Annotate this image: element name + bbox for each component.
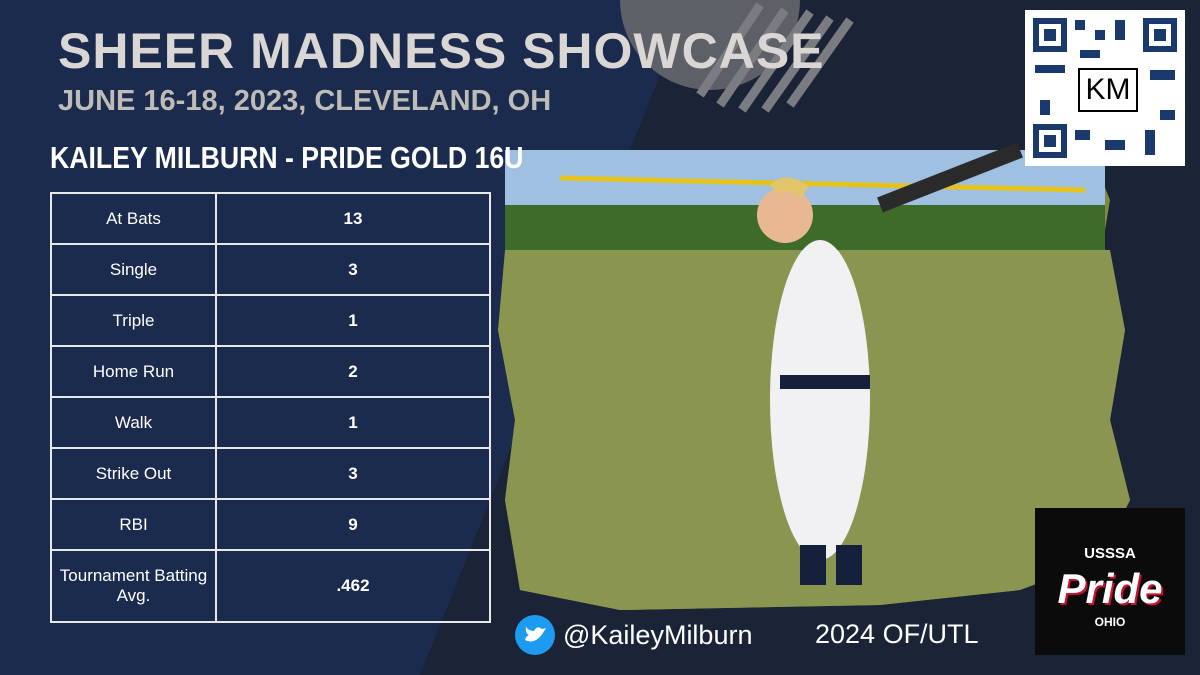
stat-value: 2 — [215, 345, 491, 398]
stat-label: At Bats — [50, 192, 217, 245]
stat-label: Walk — [50, 396, 217, 449]
stat-label: RBI — [50, 498, 217, 551]
stat-row: Single 3 — [50, 243, 491, 296]
stat-label: Single — [50, 243, 217, 296]
stat-value: 3 — [215, 447, 491, 500]
stat-value: 1 — [215, 396, 491, 449]
logo-state: OHIO — [1094, 615, 1126, 629]
position: 2024 OF/UTL — [815, 619, 979, 649]
team-logo — [1035, 508, 1185, 655]
stat-label: Tournament Batting Avg. — [50, 549, 217, 623]
stat-row: RBI 9 — [50, 498, 491, 551]
stat-row: Strike Out 3 — [50, 447, 491, 500]
logo-top: USSSA — [1084, 545, 1136, 562]
stat-label: Triple — [50, 294, 217, 347]
handle: @KaileyMilburn — [563, 619, 753, 650]
player-name: KAILEY MILBURN - PRIDE GOLD 16U — [50, 140, 524, 175]
title: SHEER MADNESS SHOWCASE — [58, 23, 825, 79]
subtitle: JUNE 16-18, 2023, CLEVELAND, OH — [58, 85, 552, 117]
stat-value: 9 — [215, 498, 491, 551]
qr-pattern — [1033, 18, 1177, 158]
stat-value: 3 — [215, 243, 491, 296]
twitter-handle: @KaileyMilburn — [515, 615, 752, 655]
logo-name: Pride — [1057, 565, 1163, 612]
stat-row: Walk 1 — [50, 396, 491, 449]
twitter-icon — [515, 615, 555, 655]
stat-label: Home Run — [50, 345, 217, 398]
stat-row: Triple 1 — [50, 294, 491, 347]
stat-value: 1 — [215, 294, 491, 347]
stats-table: At Bats 13 Single 3 Triple 1 Home Run 2 Walk 1 Str… — [50, 192, 491, 623]
stat-row: At Bats 13 — [50, 192, 491, 245]
stat-row: Home Run 2 — [50, 345, 491, 398]
stat-value: 13 — [215, 192, 491, 245]
stat-value: .462 — [215, 549, 491, 623]
stat-label: Strike Out — [50, 447, 217, 500]
stat-row: Tournament Batting Avg. .462 — [50, 549, 491, 623]
qr-label: KM — [1078, 68, 1138, 112]
